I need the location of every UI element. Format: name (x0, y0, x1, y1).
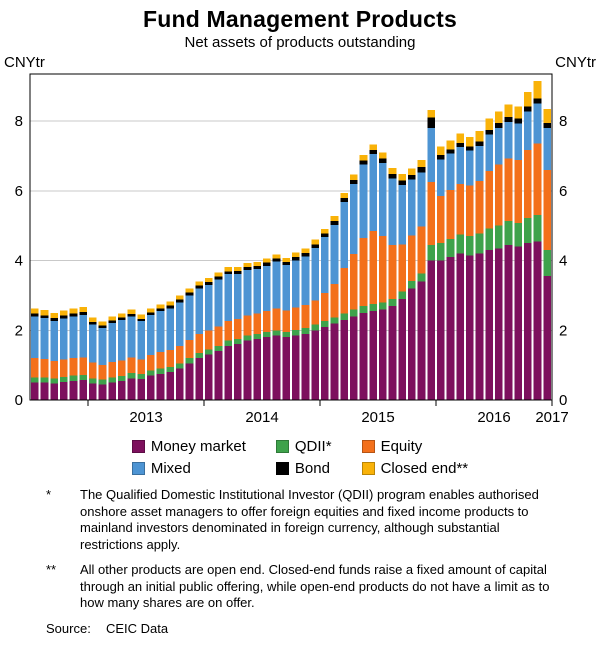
source-label: Source: (46, 620, 91, 636)
footnote-closed-end: ** All other products are open end. Clos… (46, 562, 556, 612)
legend-label-qdii: QDII* (294, 438, 332, 455)
footnote-qdii-marker: * (46, 487, 52, 502)
legend-item-qdii: QDII* (275, 438, 332, 455)
legend-item-equity: Equity (361, 438, 423, 455)
source-text: CEIC Data (106, 620, 169, 636)
svg-text:2: 2 (15, 322, 23, 339)
legend-swatch-bond (275, 462, 289, 475)
legend-label-equity: Equity (380, 438, 423, 455)
svg-text:4: 4 (559, 253, 567, 270)
legend-item-money-market: Money market (131, 438, 246, 455)
svg-text:2016: 2016 (477, 409, 510, 426)
svg-text:8: 8 (15, 113, 23, 130)
legend-swatch-mixed (131, 462, 145, 475)
svg-text:2014: 2014 (245, 409, 278, 426)
footnotes: * The Qualified Domestic Institutional I… (0, 487, 600, 637)
svg-text:2017: 2017 (535, 409, 568, 426)
footnote-qdii-text: The Qualified Domestic Institutional Inv… (80, 487, 539, 552)
footnote-closed-end-marker: ** (46, 562, 57, 577)
legend-label-mixed: Mixed (150, 460, 191, 477)
source-note: Source: CEIC Data (46, 621, 556, 637)
svg-text:4: 4 (15, 253, 23, 270)
axis-unit-left: CNYtr (4, 54, 45, 71)
legend-label-money-market: Money market (150, 438, 246, 455)
footnote-qdii: * The Qualified Domestic Institutional I… (46, 487, 556, 553)
legend-swatch-equity (361, 440, 375, 453)
svg-text:6: 6 (559, 183, 567, 200)
svg-text:6: 6 (15, 183, 23, 200)
svg-text:0: 0 (15, 392, 23, 409)
footnote-closed-end-text: All other products are open end. Closed-… (80, 562, 550, 610)
svg-text:0: 0 (559, 392, 567, 409)
legend-label-closed-end: Closed end** (380, 460, 469, 477)
legend-swatch-closed-end (361, 462, 375, 475)
chart-legend: Money market QDII* Equity Mixed Bond Clo… (0, 438, 600, 477)
chart-title: Fund Management Products (142, 6, 458, 32)
legend-item-closed-end: Closed end** (361, 460, 469, 477)
svg-text:2013: 2013 (129, 409, 162, 426)
legend-item-bond: Bond (275, 460, 330, 477)
legend-label-bond: Bond (294, 460, 330, 477)
legend-swatch-money-market (131, 440, 145, 453)
legend-item-mixed: Mixed (131, 460, 191, 477)
svg-text:2: 2 (559, 322, 567, 339)
axis-unit-right: CNYtr (555, 54, 596, 71)
legend-swatch-qdii (275, 440, 289, 453)
stacked-bar-chart: 0 0 2 2 4 4 6 6 8 8 2013 2014 2015 2016 2017 (15, 73, 569, 426)
chart-area: CNYtr CNYtr 0 0 2 2 4 4 6 6 8 8 2013 2014 2015 2016 20… (0, 54, 600, 436)
svg-text:2015: 2015 (361, 409, 394, 426)
svg-text:8: 8 (559, 113, 567, 130)
chart-subtitle: Net assets of products outstanding (184, 34, 416, 51)
